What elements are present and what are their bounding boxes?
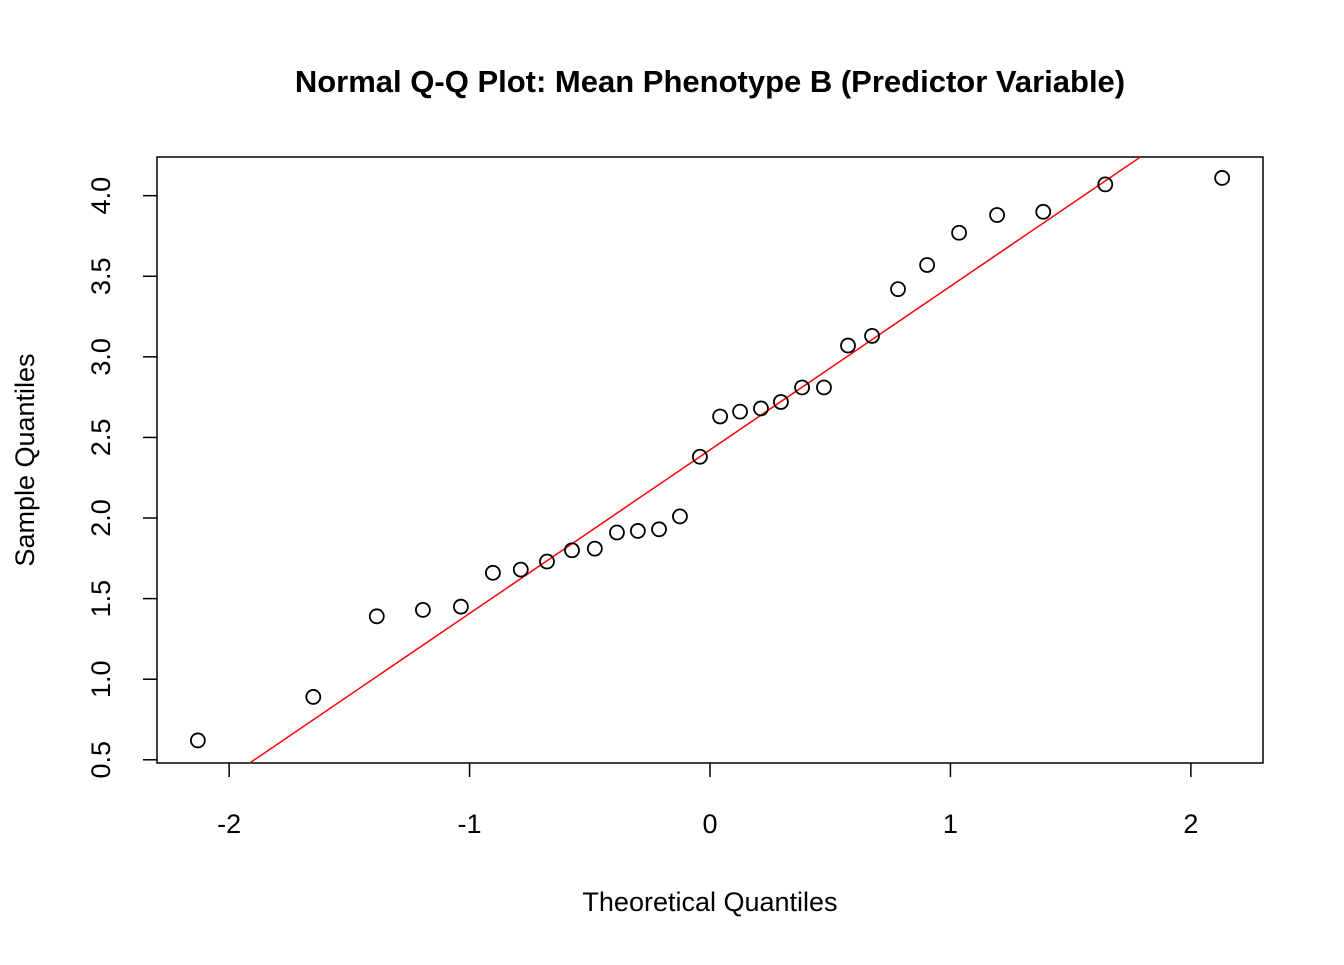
point [919, 257, 936, 273]
point [564, 542, 580, 559]
y-tick-label: 3.0 [86, 338, 116, 376]
y-tick-label: 0.5 [86, 741, 116, 779]
point [368, 608, 385, 625]
point [753, 400, 769, 417]
y-tick-label: 2.5 [86, 419, 116, 457]
y-axis-label: Sample Quantiles [10, 353, 40, 566]
y-tick-label: 2.0 [86, 499, 116, 537]
point [1214, 170, 1231, 186]
point [305, 689, 322, 705]
chart-title: Normal Q-Q Plot: Mean Phenotype B (Predi… [295, 64, 1125, 99]
point [840, 337, 856, 354]
y-tick-label: 4.0 [86, 177, 116, 215]
x-tick-label: -1 [458, 809, 482, 839]
x-tick-label: 1 [943, 809, 958, 839]
point [512, 561, 529, 578]
point [672, 508, 688, 525]
point [189, 732, 206, 749]
point [609, 524, 625, 541]
reference-line [248, 157, 1142, 763]
point [692, 448, 708, 465]
point [586, 540, 603, 557]
point [732, 403, 748, 420]
point [1035, 203, 1052, 220]
x-tick-label: -2 [217, 809, 241, 839]
y-tick-label: 1.5 [86, 580, 116, 618]
point [415, 601, 431, 618]
point [629, 523, 646, 539]
point [816, 379, 832, 396]
x-axis-label: Theoretical Quantiles [582, 887, 837, 917]
point [651, 521, 667, 538]
point [484, 564, 501, 581]
y-tick-label: 3.5 [86, 257, 116, 295]
point [453, 598, 469, 615]
point [890, 281, 906, 298]
x-tick-label: 2 [1183, 809, 1198, 839]
point [951, 224, 967, 241]
point [794, 379, 810, 396]
y-tick-label: 1.0 [86, 660, 116, 698]
point [864, 327, 880, 344]
point [1097, 176, 1114, 193]
point [989, 207, 1005, 223]
point [712, 408, 728, 425]
point [773, 394, 789, 410]
x-tick-label: 0 [702, 809, 717, 839]
point [539, 553, 555, 570]
